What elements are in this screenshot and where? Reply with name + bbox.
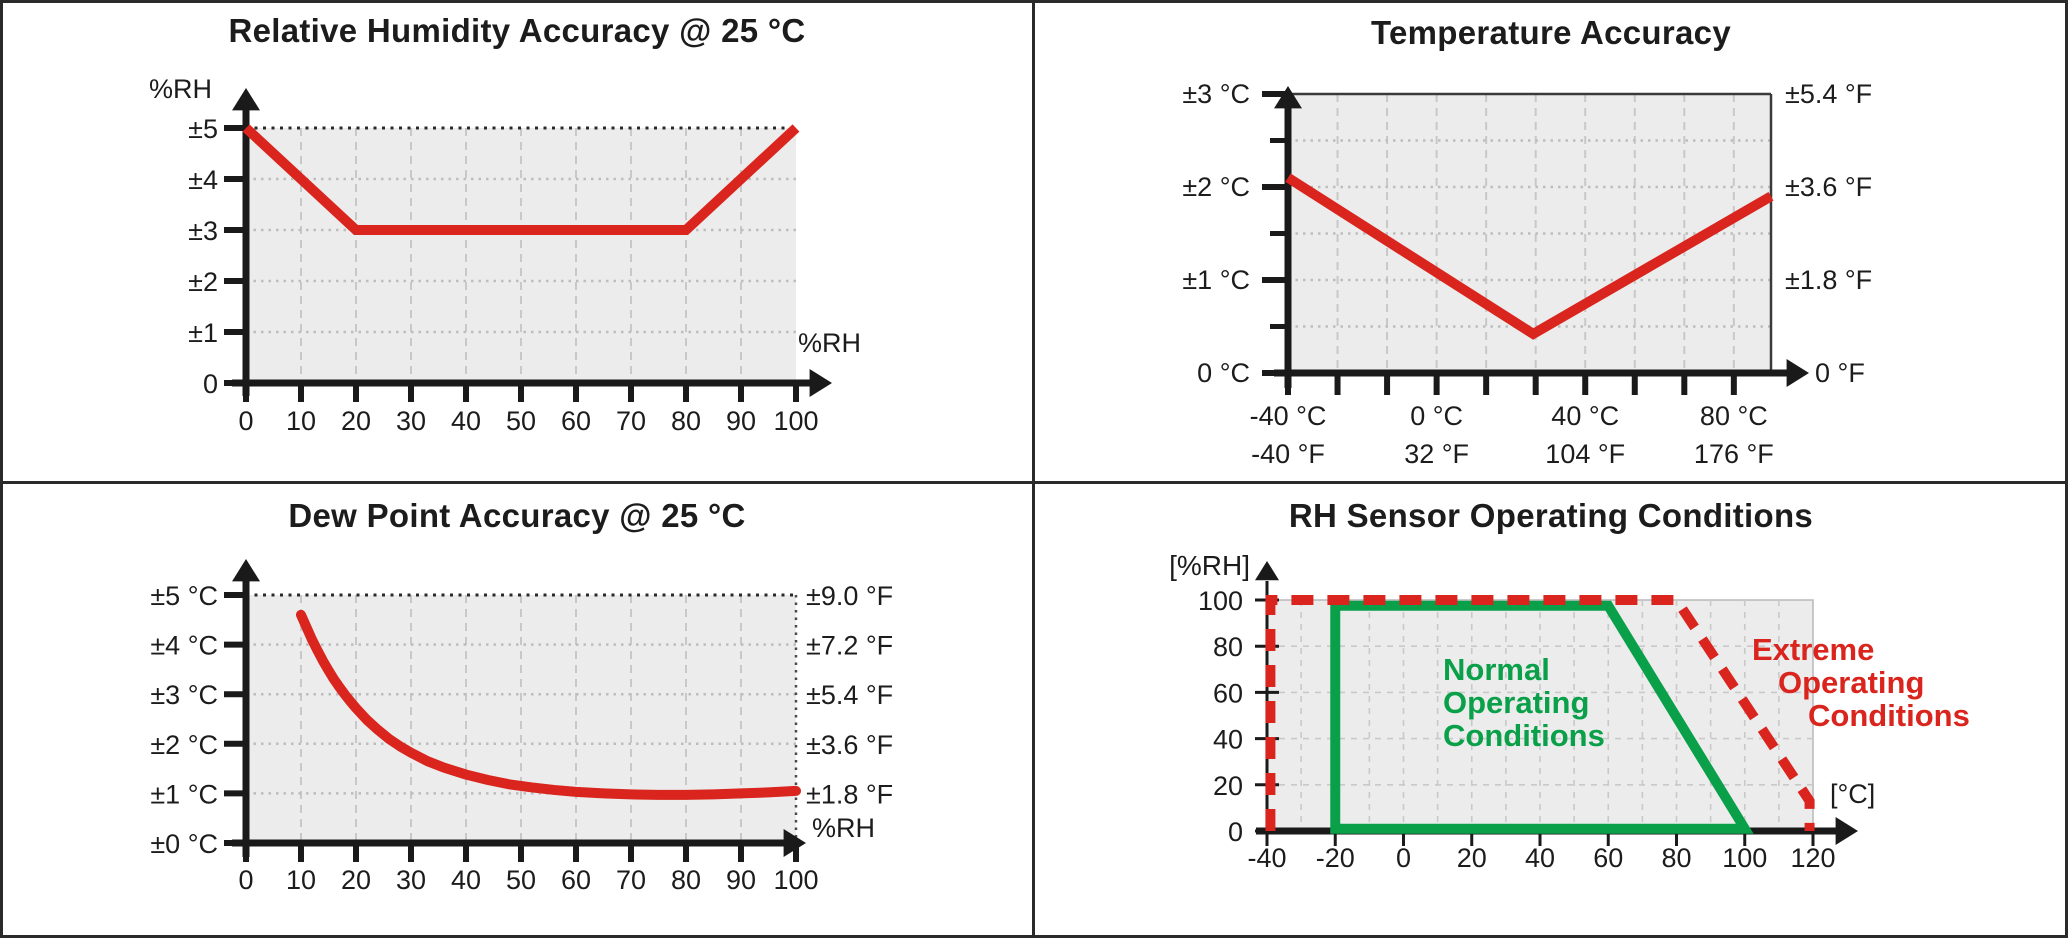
- svg-text:0 °C: 0 °C: [1410, 401, 1463, 431]
- chart-title-dew-point-accuracy: Dew Point Accuracy @ 25 °C: [288, 497, 746, 534]
- svg-text:-20: -20: [1316, 843, 1355, 873]
- svg-text:100: 100: [1722, 843, 1767, 873]
- panel-rh-accuracy: Relative Humidity Accuracy @ 25 °C 0 10 20…: [0, 0, 1034, 483]
- svg-text:10: 10: [286, 865, 316, 895]
- svg-text:30: 30: [396, 406, 426, 436]
- panel-rh-sensor-operating-conditions: RH Sensor Operating Conditions -40 -20 0 20…: [1034, 483, 2068, 938]
- svg-text:40: 40: [451, 865, 481, 895]
- svg-text:0 °F: 0 °F: [1815, 358, 1865, 388]
- svg-text:±5: ±5: [188, 114, 218, 144]
- svg-text:50: 50: [506, 865, 536, 895]
- panel-divider-vertical: [1032, 0, 1035, 938]
- svg-text:70: 70: [616, 406, 646, 436]
- svg-text:176 °F: 176 °F: [1694, 439, 1774, 469]
- svg-text:±3 °C: ±3 °C: [150, 680, 218, 710]
- dew-point-accuracy-chart: 0 10 20 30 40 50 60 70 80 90 100 ±0 °C ±1 °C ±2 °C ±3 …: [150, 559, 893, 895]
- svg-text:0: 0: [238, 865, 253, 895]
- temperature-accuracy-chart: 0 °C ±1 °C ±2 °C ±3 °C 0 °F ±1.8 °F ±3.6 °F ±5.…: [1182, 79, 1872, 469]
- svg-text:±7.2 °F: ±7.2 °F: [806, 631, 893, 661]
- svg-text:90: 90: [726, 865, 756, 895]
- svg-text:20: 20: [1457, 843, 1487, 873]
- svg-text:±3.6 °F: ±3.6 °F: [1785, 172, 1872, 202]
- svg-text:40: 40: [1213, 725, 1243, 755]
- svg-text:20: 20: [341, 406, 371, 436]
- svg-text:60: 60: [1593, 843, 1623, 873]
- svg-text:100: 100: [1198, 586, 1243, 616]
- svg-text:±1 °C: ±1 °C: [1182, 265, 1250, 295]
- svg-text:%RH: %RH: [812, 813, 875, 843]
- svg-text:0: 0: [203, 369, 218, 399]
- svg-text:±2: ±2: [188, 267, 218, 297]
- svg-text:90: 90: [726, 406, 756, 436]
- svg-text:100: 100: [773, 406, 818, 436]
- svg-text:10: 10: [286, 406, 316, 436]
- svg-text:60: 60: [561, 865, 591, 895]
- svg-text:±1 °C: ±1 °C: [150, 779, 218, 809]
- svg-text:±0 °C: ±0 °C: [150, 829, 218, 859]
- svg-text:0: 0: [1396, 843, 1411, 873]
- svg-text:-40 °F: -40 °F: [1251, 439, 1325, 469]
- svg-text:-40: -40: [1247, 843, 1286, 873]
- svg-text:%RH: %RH: [149, 74, 212, 104]
- svg-text:20: 20: [1213, 771, 1243, 801]
- svg-text:%RH: %RH: [798, 328, 861, 358]
- svg-text:80 °C: 80 °C: [1700, 401, 1768, 431]
- svg-text:±4: ±4: [188, 165, 218, 195]
- svg-text:Conditions: Conditions: [1808, 698, 1970, 733]
- svg-text:0 °C: 0 °C: [1197, 358, 1250, 388]
- svg-text:±3 °C: ±3 °C: [1182, 79, 1250, 109]
- svg-text:[°C]: [°C]: [1830, 779, 1875, 809]
- svg-text:60: 60: [1213, 678, 1243, 708]
- svg-text:±1.8 °F: ±1.8 °F: [1785, 265, 1872, 295]
- svg-text:60: 60: [561, 406, 591, 436]
- panel-dew-point-accuracy: Dew Point Accuracy @ 25 °C 0 10 20 30 40 50 60…: [0, 483, 1034, 938]
- svg-text:80: 80: [1661, 843, 1691, 873]
- svg-text:±3: ±3: [188, 216, 218, 246]
- svg-text:±9.0 °F: ±9.0 °F: [806, 581, 893, 611]
- panel-divider-horizontal: [0, 481, 2068, 484]
- svg-text:50: 50: [506, 406, 536, 436]
- svg-text:40 °C: 40 °C: [1551, 401, 1619, 431]
- svg-text:[%RH]: [%RH]: [1169, 550, 1250, 581]
- svg-text:-40 °C: -40 °C: [1250, 401, 1327, 431]
- chart-title-rh-sensor-operating-conditions: RH Sensor Operating Conditions: [1288, 497, 1814, 534]
- svg-text:32 °F: 32 °F: [1404, 439, 1469, 469]
- svg-text:Operating: Operating: [1778, 665, 1924, 700]
- svg-text:±5.4 °F: ±5.4 °F: [806, 680, 893, 710]
- svg-text:Extreme: Extreme: [1752, 632, 1874, 667]
- svg-text:±5.4 °F: ±5.4 °F: [1785, 79, 1872, 109]
- svg-text:0: 0: [1228, 817, 1243, 847]
- chart-title-temperature-accuracy: Temperature Accuracy: [1371, 14, 1731, 51]
- svg-text:20: 20: [341, 865, 371, 895]
- svg-text:40: 40: [1525, 843, 1555, 873]
- svg-text:100: 100: [773, 865, 818, 895]
- panel-temperature-accuracy: Temperature Accuracy 0 °C ±1 °C ±2 °C ±3 °C…: [1034, 0, 2068, 483]
- svg-text:±1.8 °F: ±1.8 °F: [806, 779, 893, 809]
- svg-text:80: 80: [671, 406, 701, 436]
- rh-sensor-operating-conditions-chart: -40 -20 0 20 40 60 80 100 120 0 20 40 60 80 100 [%RH] [°…: [1169, 550, 1970, 873]
- svg-text:±2 °C: ±2 °C: [1182, 172, 1250, 202]
- svg-text:±5 °C: ±5 °C: [150, 581, 218, 611]
- svg-text:±2 °C: ±2 °C: [150, 730, 218, 760]
- svg-text:Normal: Normal: [1443, 652, 1550, 687]
- svg-text:Conditions: Conditions: [1443, 718, 1605, 753]
- svg-text:104 °F: 104 °F: [1545, 439, 1625, 469]
- rh-accuracy-chart: 0 10 20 30 40 50 60 70 80 90 100 0 ±1 ±2 ±3 ±4 ±5 %RH %RH: [149, 74, 861, 436]
- svg-text:40: 40: [451, 406, 481, 436]
- svg-text:±4 °C: ±4 °C: [150, 631, 218, 661]
- svg-text:±3.6 °F: ±3.6 °F: [806, 730, 893, 760]
- svg-text:30: 30: [396, 865, 426, 895]
- svg-text:120: 120: [1790, 843, 1835, 873]
- svg-text:0: 0: [238, 406, 253, 436]
- chart-title-rh-accuracy: Relative Humidity Accuracy @ 25 °C: [228, 12, 806, 49]
- svg-text:±1: ±1: [188, 318, 218, 348]
- svg-text:70: 70: [616, 865, 646, 895]
- svg-text:80: 80: [1213, 632, 1243, 662]
- svg-text:Operating: Operating: [1443, 685, 1589, 720]
- svg-text:80: 80: [671, 865, 701, 895]
